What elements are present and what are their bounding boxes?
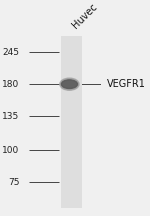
Ellipse shape <box>61 80 78 89</box>
Text: 245: 245 <box>3 48 20 57</box>
Text: 100: 100 <box>2 146 20 155</box>
Text: 180: 180 <box>2 80 20 89</box>
Text: 75: 75 <box>8 178 20 187</box>
Text: Huvec: Huvec <box>70 1 99 30</box>
Text: 135: 135 <box>2 112 20 121</box>
Ellipse shape <box>60 78 79 90</box>
Text: VEGFR1: VEGFR1 <box>107 79 146 89</box>
Bar <box>61 36 82 208</box>
